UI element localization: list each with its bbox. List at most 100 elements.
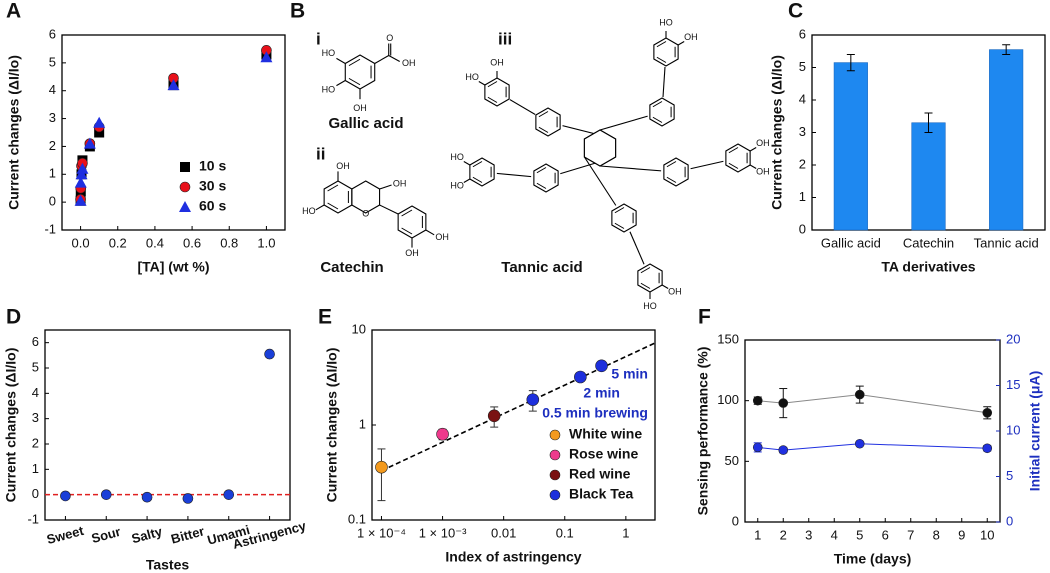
bond <box>336 57 346 64</box>
double-bond <box>536 167 547 174</box>
atom-label: OH <box>353 103 367 113</box>
panel-letter: C <box>788 0 803 23</box>
data-point <box>93 116 106 128</box>
double-bond <box>728 162 739 169</box>
structure-name: Catechin <box>320 259 383 276</box>
y-tick-label: 5 <box>49 54 56 69</box>
panel-letter: B <box>290 0 305 23</box>
ring <box>663 157 689 187</box>
y2-tick-label: 10 <box>1006 422 1020 437</box>
bar <box>989 49 1024 231</box>
data-point <box>179 201 191 212</box>
y2-tick-label: 0 <box>1006 513 1013 528</box>
panel-letter: E <box>318 306 332 329</box>
x-axis-title: Index of astringency <box>445 549 581 565</box>
data-point <box>141 491 153 503</box>
data-point <box>549 469 561 481</box>
y-tick-label: 3 <box>799 124 806 139</box>
data-point <box>752 442 763 453</box>
x-tick-label: 2 <box>780 527 787 542</box>
bond <box>336 80 346 87</box>
x-tick-label: Salty <box>130 524 165 547</box>
atom-label: OH <box>393 178 407 188</box>
x-axis-title: TA derivatives <box>881 259 975 275</box>
y-tick-label: 6 <box>799 26 806 41</box>
plot-frame <box>44 329 291 521</box>
x-tick-label: 3 <box>805 527 812 542</box>
double-bond <box>327 184 339 192</box>
y-tick-label: 3 <box>32 410 39 425</box>
y-tick-label: 2 <box>32 435 39 450</box>
data-point <box>180 162 190 172</box>
x-tick-label: Catechin <box>903 235 954 250</box>
bond <box>661 284 669 289</box>
panel-letter: D <box>6 306 21 329</box>
double-bond <box>472 161 483 168</box>
data-point <box>752 395 763 406</box>
y-tick-label: 6 <box>49 26 56 41</box>
plot-frame <box>61 34 286 231</box>
double-bond <box>536 182 547 189</box>
data-point <box>436 427 449 441</box>
x-tick-label: 0.6 <box>183 235 201 250</box>
ring-bg <box>609 203 639 233</box>
x-tick-label: 0.2 <box>109 235 127 250</box>
bond <box>749 164 757 169</box>
panel-letter: A <box>6 0 21 23</box>
atom-label: HO <box>322 85 336 95</box>
x-tick-label: 0.8 <box>220 235 238 250</box>
ring-bg <box>482 77 512 107</box>
data-point <box>854 438 865 449</box>
y-tick-label: 5 <box>32 359 39 374</box>
data-point <box>223 489 235 500</box>
y-tick-label: 4 <box>799 91 806 106</box>
ring <box>535 107 561 137</box>
atom-label: OH <box>756 167 770 177</box>
y-tick-label: 3 <box>49 110 56 125</box>
y-tick-label: 6 <box>32 334 39 349</box>
bond <box>315 204 325 211</box>
fit-line <box>381 342 656 472</box>
ring-bg <box>533 107 563 137</box>
y-tick-label: 2 <box>49 138 56 153</box>
bar <box>833 62 868 231</box>
data-point <box>778 398 789 408</box>
y-axis-title: Current changes (ΔI/Io) <box>3 348 19 503</box>
atom-label: OH <box>336 161 350 171</box>
data-point <box>260 51 273 63</box>
data-point <box>549 449 561 461</box>
atom-label: HO <box>465 72 479 82</box>
x-tick-label: 0.4 <box>146 235 164 250</box>
data-point <box>487 409 501 423</box>
data-point <box>375 460 388 474</box>
ring <box>533 163 559 193</box>
atom-label: OH <box>435 232 449 242</box>
data-point <box>74 194 87 206</box>
data-point <box>854 389 865 400</box>
double-bond <box>487 96 498 103</box>
ring-bg <box>651 37 681 67</box>
x-tick-label: 6 <box>882 527 889 542</box>
double-bond <box>614 222 625 229</box>
double-bond <box>614 207 625 214</box>
double-bond <box>666 161 677 168</box>
x-tick-label: 9 <box>958 527 965 542</box>
x-axis-title: Tastes <box>146 557 190 573</box>
y-tick-label: -1 <box>44 221 56 236</box>
y-tick-label: 50 <box>725 453 739 468</box>
y-axis-title: Current changes (ΔI/Io) <box>769 55 785 210</box>
x-tick-label: 10 <box>980 527 994 542</box>
ring-inner <box>350 60 371 78</box>
data-point <box>76 162 89 174</box>
atom-label: OH <box>405 248 419 258</box>
ring <box>323 180 353 214</box>
y2-tick-label: 5 <box>1006 468 1013 483</box>
bond <box>425 229 435 236</box>
atom-label: O <box>362 208 369 218</box>
y-tick-label: 0.1 <box>348 511 366 526</box>
double-bond <box>487 81 498 88</box>
structure-name: Tannic acid <box>501 259 582 276</box>
x-tick-label: Bitter <box>169 523 206 546</box>
bond <box>463 178 471 183</box>
